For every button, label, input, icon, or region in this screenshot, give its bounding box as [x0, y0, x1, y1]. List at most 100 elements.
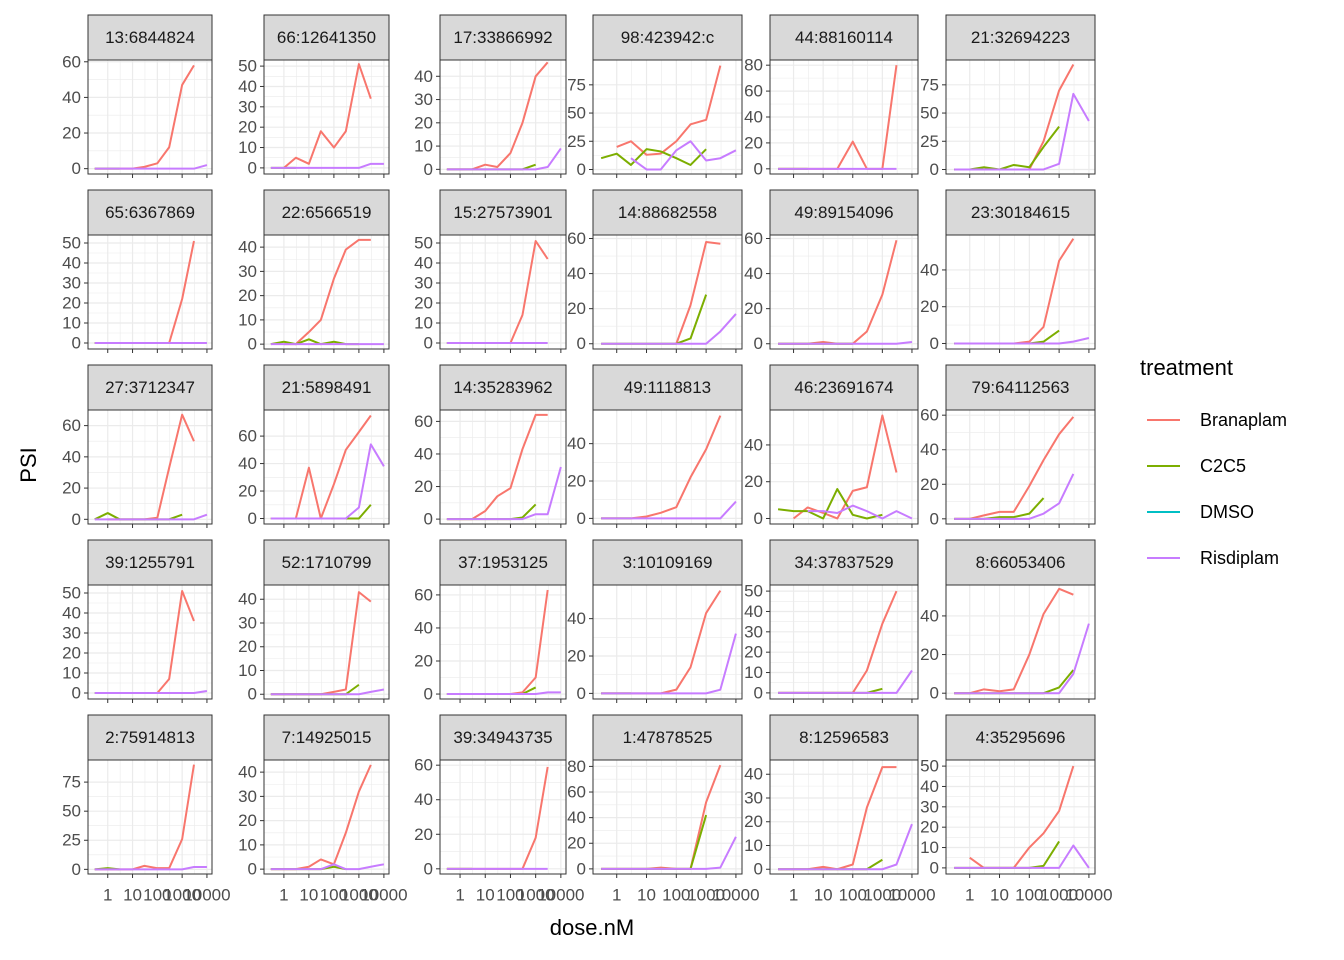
- y-tick-label: 10: [414, 137, 433, 156]
- y-tick-label: 10: [744, 836, 763, 855]
- panel-border: [87, 584, 213, 700]
- series-line: [446, 466, 562, 521]
- strip: [263, 14, 390, 61]
- x-tick-label: 10000: [537, 885, 584, 904]
- y-tick-label: 0: [754, 509, 763, 528]
- y-tick-label: 20: [238, 286, 257, 305]
- y-tick-label: 40: [920, 777, 939, 796]
- x-tick-label: 10: [814, 885, 833, 904]
- panel-border: [87, 409, 213, 525]
- panel-border: [769, 234, 919, 350]
- strip: [769, 364, 919, 411]
- strip: [769, 714, 919, 761]
- y-tick-label: 40: [62, 253, 81, 272]
- series-line: [778, 669, 913, 694]
- y-tick-label: 0: [930, 509, 939, 528]
- y-tick-label: 40: [920, 440, 939, 459]
- panel-border: [769, 59, 919, 175]
- y-tick-label: 60: [414, 756, 433, 775]
- y-tick-label: 20: [920, 297, 939, 316]
- strip: [87, 14, 213, 61]
- strip-title: 44:88160114: [795, 28, 893, 47]
- x-tick-label: 10000: [712, 885, 759, 904]
- strip: [439, 714, 567, 761]
- y-tick-label: 60: [414, 585, 433, 604]
- y-tick-label: 0: [577, 509, 586, 528]
- panel-border: [769, 759, 919, 875]
- panel-border: [945, 59, 1096, 175]
- strip: [439, 364, 567, 411]
- x-tick-label: 10000: [183, 885, 230, 904]
- strip-title: 49:1118813: [624, 378, 711, 397]
- x-tick-label: 10: [299, 885, 318, 904]
- series-line: [446, 147, 562, 171]
- facet: 13:6844824 0 20 40 60: [62, 14, 213, 178]
- y-tick-label: 0: [72, 860, 81, 879]
- strip: [769, 14, 919, 61]
- series-line: [954, 336, 1090, 345]
- y-tick-label: 30: [238, 262, 257, 281]
- y-tick-label: 50: [238, 57, 257, 76]
- panel-border: [439, 759, 567, 875]
- y-tick-label: 0: [930, 684, 939, 703]
- series-line: [446, 691, 561, 696]
- y-tick-label: 20: [920, 475, 939, 494]
- y-tick-label: 10: [920, 838, 939, 857]
- strip-title: 4:35295696: [976, 728, 1066, 747]
- series-line: [601, 836, 737, 870]
- facet: 22:6566519 0 10 20 30 40: [238, 189, 390, 354]
- y-tick-label: 50: [62, 583, 81, 602]
- y-tick-label: 50: [744, 582, 763, 601]
- series-line: [283, 63, 372, 169]
- panel-border: [87, 759, 213, 875]
- series-line: [270, 443, 385, 520]
- y-tick-label: 10: [414, 313, 433, 332]
- y-tick-label: 80: [744, 56, 763, 75]
- x-tick-label: 1000: [163, 885, 201, 904]
- y-tick-label: 20: [238, 118, 257, 137]
- y-tick-label: 10: [238, 661, 257, 680]
- y-tick-label: 40: [920, 260, 939, 279]
- legend-label: Risdiplam: [1200, 548, 1279, 568]
- x-tick-label: 10000: [1065, 885, 1112, 904]
- facet: 23:30184615 0 20 40: [920, 189, 1096, 353]
- y-tick-label: 40: [414, 618, 433, 637]
- series-line: [94, 866, 207, 871]
- y-tick-label: 30: [238, 613, 257, 632]
- series-line: [675, 241, 721, 345]
- y-tick-label: 40: [567, 808, 586, 827]
- strip: [592, 14, 743, 61]
- y-tick-label: 20: [744, 299, 763, 318]
- y-tick-label: 10: [744, 663, 763, 682]
- y-tick-label: 20: [414, 825, 433, 844]
- facet: 17:33866992 0 10 20 30 40: [414, 14, 567, 179]
- y-tick-label: 40: [62, 447, 81, 466]
- facet: 27:3712347 0 20 40 60: [62, 364, 213, 529]
- panel-border: [87, 59, 213, 175]
- y-tick-label: 0: [424, 160, 433, 179]
- y-tick-label: 0: [930, 858, 939, 877]
- series-line: [954, 587, 1074, 695]
- y-tick-label: 30: [920, 797, 939, 816]
- legend-label: C2C5: [1200, 456, 1246, 476]
- y-tick-label: 40: [62, 603, 81, 622]
- x-tick-label: 10: [123, 885, 142, 904]
- strip-title: 1:47878525: [623, 728, 713, 747]
- y-tick-label: 60: [62, 416, 81, 435]
- strip: [439, 14, 567, 61]
- y-tick-label: 40: [238, 238, 257, 257]
- facet: 21:5898491 0 20 40 60: [238, 364, 390, 528]
- strip: [87, 539, 213, 586]
- strip-title: 13:6844824: [105, 28, 195, 47]
- x-tick-label: 100: [143, 885, 171, 904]
- y-tick-label: 30: [238, 97, 257, 116]
- y-tick-label: 40: [62, 88, 81, 107]
